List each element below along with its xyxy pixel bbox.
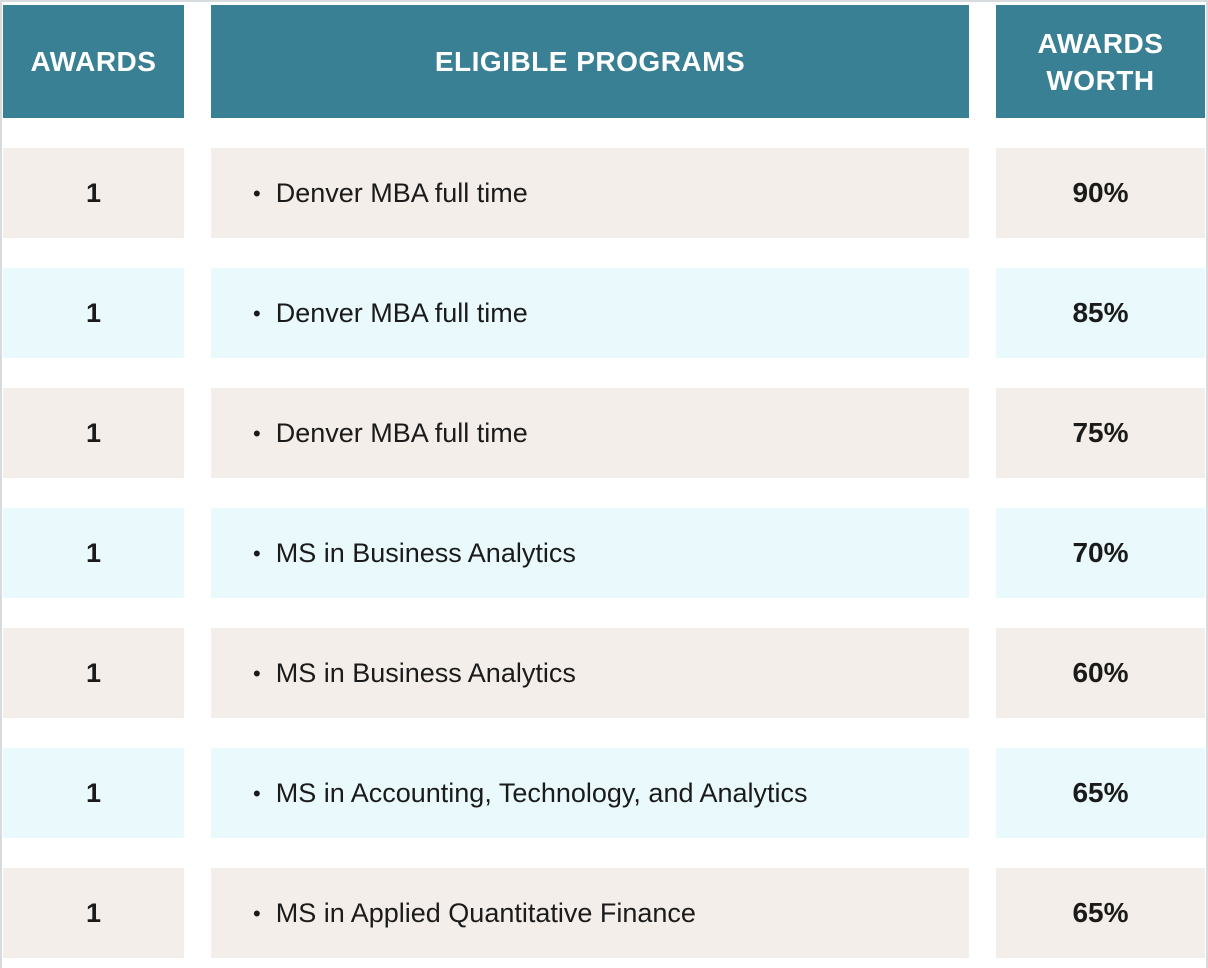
bullet-icon: • — [253, 901, 261, 926]
column-header-eligible-programs: ELIGIBLE PROGRAMS — [211, 5, 969, 118]
awards-worth: 65% — [996, 748, 1205, 838]
table-row-program: • MS in Applied Quantitative Finance — [211, 868, 969, 958]
bullet-icon: • — [253, 181, 261, 206]
table-row-program: • Denver MBA full time — [211, 388, 969, 478]
column-header-awards-worth: AWARDS WORTH — [996, 5, 1205, 118]
bullet-icon: • — [253, 421, 261, 446]
table-row-program: • MS in Business Analytics — [211, 508, 969, 598]
awards-worth: 70% — [996, 508, 1205, 598]
program-name: Denver MBA full time — [275, 297, 528, 328]
table-row-program: • Denver MBA full time — [211, 268, 969, 358]
awards-worth: 60% — [996, 628, 1205, 718]
table-row-program: • MS in Accounting, Technology, and Anal… — [211, 748, 969, 838]
column-header-awards: AWARDS — [3, 5, 184, 118]
awards-worth: 90% — [996, 148, 1205, 238]
awards-count: 1 — [3, 508, 184, 598]
table-row-program: • MS in Business Analytics — [211, 628, 969, 718]
bullet-icon: • — [253, 781, 261, 806]
program-name: MS in Applied Quantitative Finance — [275, 897, 696, 928]
awards-count: 1 — [3, 388, 184, 478]
awards-count: 1 — [3, 748, 184, 838]
bullet-icon: • — [253, 541, 261, 566]
table-row-program: • Denver MBA full time — [211, 148, 969, 238]
program-name: MS in Business Analytics — [275, 657, 576, 688]
awards-worth: 75% — [996, 388, 1205, 478]
bullet-icon: • — [253, 661, 261, 686]
awards-count: 1 — [3, 268, 184, 358]
awards-worth: 85% — [996, 268, 1205, 358]
bullet-icon: • — [253, 301, 261, 326]
awards-count: 1 — [3, 148, 184, 238]
program-name: MS in Accounting, Technology, and Analyt… — [275, 777, 808, 808]
program-name: MS in Business Analytics — [275, 537, 576, 568]
program-name: Denver MBA full time — [275, 177, 528, 208]
program-name: Denver MBA full time — [275, 417, 528, 448]
awards-count: 1 — [3, 868, 184, 958]
awards-count: 1 — [3, 628, 184, 718]
awards-worth: 65% — [996, 868, 1205, 958]
awards-table: AWARDS ELIGIBLE PROGRAMS AWARDS WORTH 1 … — [3, 5, 1205, 958]
